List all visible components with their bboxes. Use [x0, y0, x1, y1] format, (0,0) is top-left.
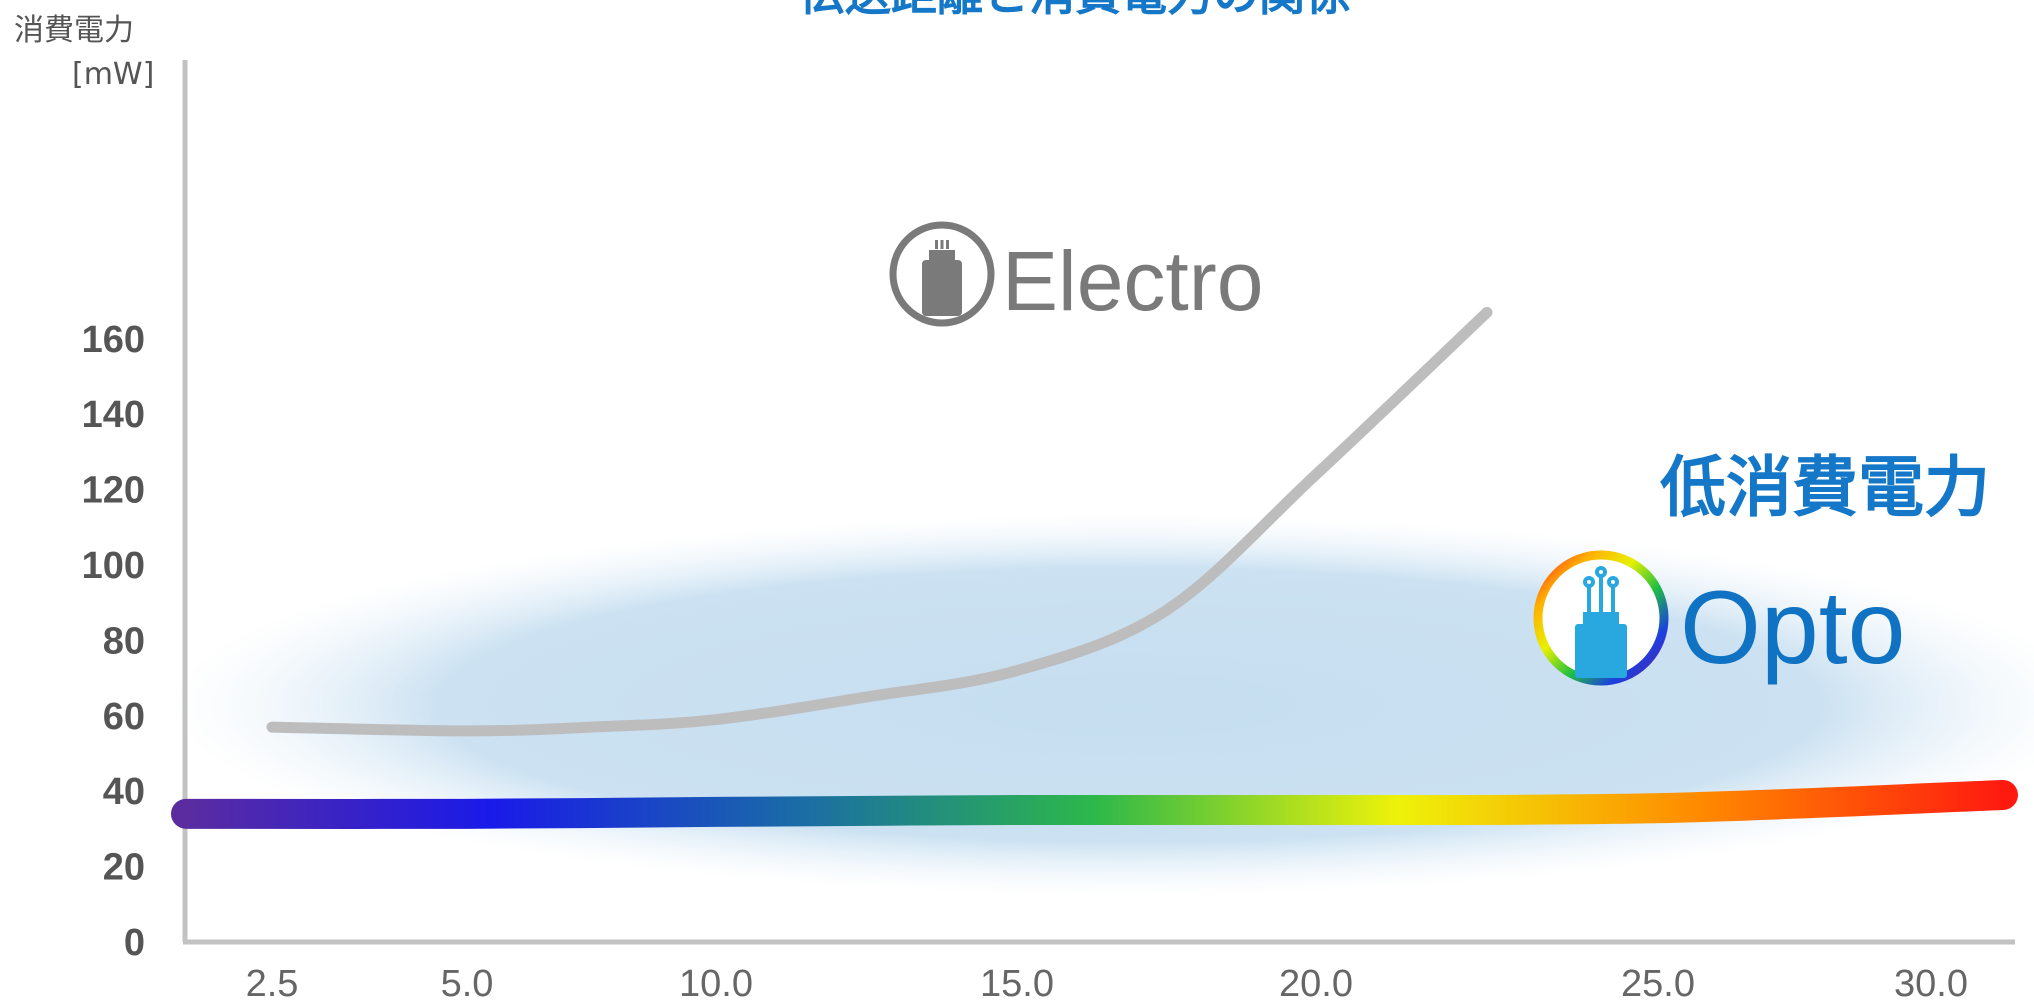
y-tick-label: 120	[82, 470, 145, 512]
y-tick-label: 40	[103, 771, 145, 813]
x-tick-label: 25.0	[1621, 963, 1695, 1002]
y-tick-label: 140	[82, 394, 145, 436]
x-tick-label: 15.0	[980, 963, 1054, 1002]
y-tick-labels: 0 20 40 60 80 100 120 140 160	[82, 319, 145, 964]
y-tick-label: 20	[103, 847, 145, 889]
y-axis-label: 消費電力	[14, 13, 134, 48]
x-tick-label: 2.5	[246, 963, 299, 1002]
chart-title: 伝送距離と消費電力の関係	[799, 0, 1351, 21]
y-tick-label: 80	[103, 620, 145, 662]
optical-fiber-icon	[1533, 550, 1669, 686]
y-tick-label: 160	[82, 319, 145, 361]
y-tick-label: 60	[103, 696, 145, 738]
x-tick-label: 5.0	[441, 963, 494, 1002]
copper-cable-icon	[889, 221, 995, 327]
x-tick-label: 20.0	[1279, 963, 1353, 1002]
series-layer	[171, 306, 2018, 829]
electro-series-label: Electro	[1002, 234, 1263, 328]
series-line-electro	[266, 306, 1493, 737]
x-tick-label: 30.0	[1894, 963, 1968, 1002]
opto-series-label: Opto	[1680, 570, 1905, 686]
x-tick-labels: 2.5 5.0 10.0 15.0 20.0 25.0 30.0	[246, 963, 1968, 1002]
low-power-annotation: 低消費電力	[1660, 449, 1990, 526]
y-tick-label: 100	[82, 545, 145, 587]
x-tick-label: 10.0	[679, 963, 753, 1002]
y-axis-unit: [mW]	[72, 57, 154, 92]
series-line-opto	[171, 779, 2018, 829]
y-tick-label: 0	[124, 922, 145, 964]
